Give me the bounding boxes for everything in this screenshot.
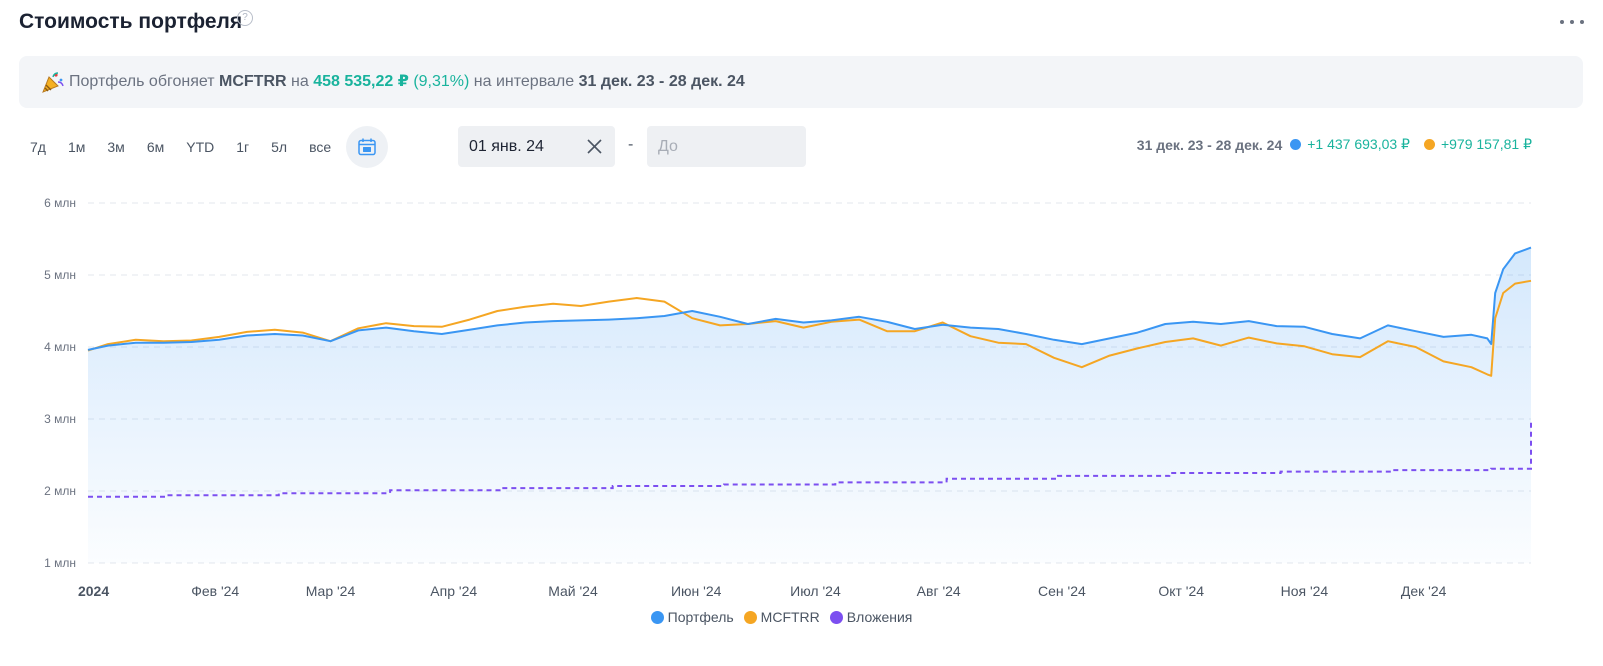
benchmark-change: +979 157,81 ₽ <box>1440 136 1532 152</box>
period-7d-button[interactable]: 7д <box>30 139 46 155</box>
legend-label-portfolio: Портфель <box>667 609 734 625</box>
x-tick-label: Апр '24 <box>430 583 477 599</box>
x-tick-label: Авг '24 <box>917 583 961 599</box>
series-line-portfolio <box>87 246 1532 351</box>
period-selector: 7д 1м 3м 6м YTD 1г 5л все <box>19 126 389 168</box>
x-tick-label: Дек '24 <box>1401 583 1447 599</box>
portfolio-change: +1 437 693,03 ₽ <box>1307 136 1410 152</box>
x-tick-label: Фев '24 <box>191 583 239 599</box>
x-tick-label: Ноя '24 <box>1281 583 1329 599</box>
banner-text: Портфель обгоняет MCFTRR на 458 535,22 ₽… <box>69 56 745 108</box>
benchmark-dot <box>1423 139 1435 150</box>
legend-label-investments: Вложения <box>846 609 913 625</box>
question-circle-icon[interactable]: ? <box>237 10 253 26</box>
y-tick-label: 4 млн <box>44 340 76 354</box>
x-tick-label: Окт '24 <box>1158 583 1204 599</box>
banner-interval: 31 дек. 23 - 28 дек. 24 <box>578 73 745 90</box>
legend-dot-benchmark <box>743 610 757 624</box>
card-header: Стоимость портфеля ? <box>19 8 1584 38</box>
legend-dot-portfolio <box>650 610 664 624</box>
chart-legend: Портфель MCFTRR Вложения <box>0 609 1563 625</box>
portfolio-dot <box>1290 139 1302 150</box>
date-to-placeholder: До <box>658 138 678 155</box>
y-tick-label: 5 млн <box>44 268 76 282</box>
legend-label-benchmark: MCFTRR <box>760 609 820 625</box>
legend-item-benchmark[interactable]: MCFTRR <box>743 609 820 625</box>
calendar-icon <box>358 138 376 156</box>
date-separator: - <box>628 136 634 153</box>
banner-prefix: Портфель обгоняет <box>69 73 215 90</box>
banner-on: на <box>291 73 309 90</box>
date-from-value: 01 янв. 24 <box>469 138 544 155</box>
x-tick-label: Сен '24 <box>1038 583 1086 599</box>
date-from-input[interactable]: 01 янв. 24 <box>458 126 615 167</box>
outperform-percent: (9,31%) <box>413 73 470 90</box>
portfolio-area <box>88 247 1531 563</box>
x-tick-label: Май '24 <box>548 583 598 599</box>
legend-dot-investments <box>829 610 843 624</box>
x-tick-label: Июн '24 <box>671 583 722 599</box>
period-all-button[interactable]: все <box>309 139 332 155</box>
portfolio-chart: 1 млн 2 млн 3 млн 4 млн 5 млн 6 млн 2024 Фев '2… <box>44 196 1532 599</box>
period-1y-button[interactable]: 1г <box>236 139 250 155</box>
legend-item-portfolio[interactable]: Портфель <box>650 609 734 625</box>
page-title: Стоимость портфеля <box>19 10 243 33</box>
summary-range: 31 дек. 23 - 28 дек. 24 <box>1136 136 1283 153</box>
benchmark-name: MCFTRR <box>219 73 287 90</box>
outperform-amount: 458 535,22 ₽ <box>313 73 409 90</box>
y-tick-label: 2 млн <box>44 484 76 498</box>
y-tick-label: 6 млн <box>44 196 76 210</box>
legend-item-investments[interactable]: Вложения <box>829 609 913 625</box>
period-summary: 31 дек. 23 - 28 дек. 24 +1 437 693,03 ₽ … <box>1137 136 1532 153</box>
period-3m-button[interactable]: 3м <box>107 139 125 155</box>
x-tick-label: 2024 <box>78 583 109 599</box>
period-6m-button[interactable]: 6м <box>146 139 165 155</box>
date-to-input[interactable]: До <box>647 126 806 167</box>
party-popper-icon <box>42 72 64 93</box>
x-tick-label: Мар '24 <box>306 583 356 599</box>
period-ytd-button[interactable]: YTD <box>186 139 215 155</box>
y-tick-label: 1 млн <box>44 556 76 570</box>
close-icon[interactable] <box>586 138 603 155</box>
y-tick-label: 3 млн <box>44 412 76 426</box>
x-tick-label: Июл '24 <box>790 583 841 599</box>
period-5y-button[interactable]: 5л <box>271 139 288 155</box>
calendar-button[interactable] <box>346 126 389 168</box>
period-1m-button[interactable]: 1м <box>67 139 86 155</box>
banner-interval-label: на интервале <box>473 73 575 90</box>
performance-banner: Портфель обгоняет MCFTRR на 458 535,22 ₽… <box>19 56 1583 108</box>
more-horizontal-icon[interactable] <box>1560 12 1584 32</box>
